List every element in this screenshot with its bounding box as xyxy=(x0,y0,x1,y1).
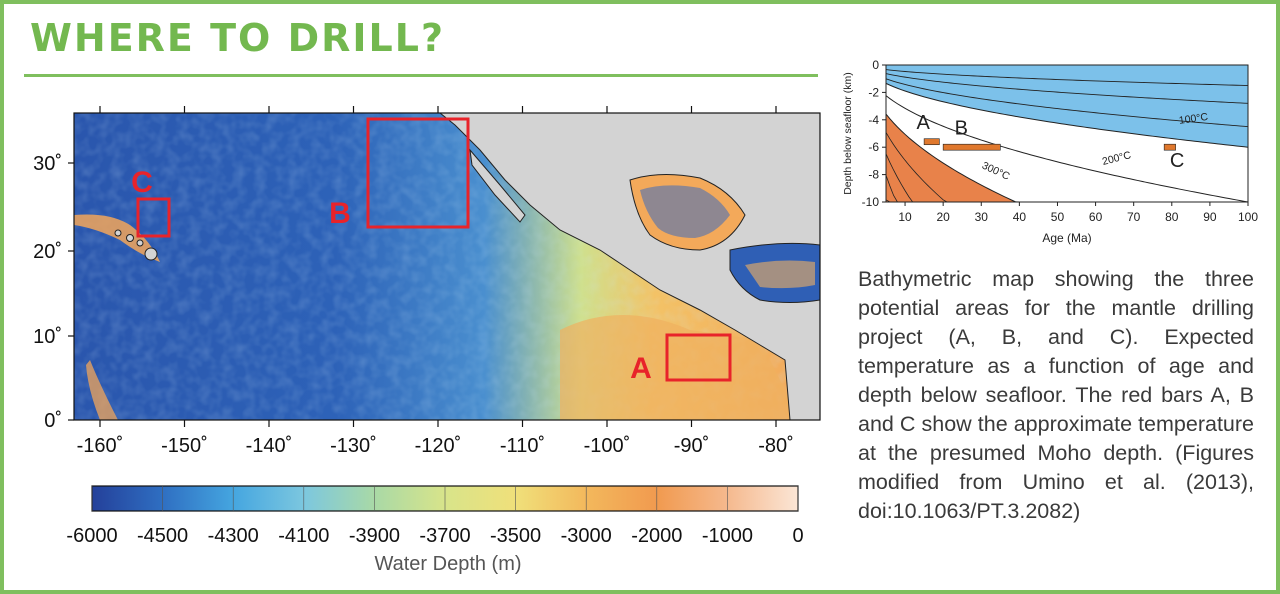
page-title: WHERE TO DRILL? xyxy=(30,16,445,60)
isotherm-label: 300°C xyxy=(980,160,1012,183)
colorbar-segment xyxy=(586,486,658,511)
hot-zone xyxy=(886,114,1020,202)
colorbar-label: Water Depth (m) xyxy=(374,553,521,575)
y-tick-label: -4 xyxy=(868,113,879,127)
colorbar-segment xyxy=(515,486,587,511)
colorbar-tick-label: -3900 xyxy=(349,525,400,547)
shallow-shelf xyxy=(560,315,800,420)
longitude-axis: -160˚ -150˚ -140˚ -130˚ -120˚ -110˚ -100˚ -90˚ -… xyxy=(77,106,794,457)
x-tick-label: 20 xyxy=(936,210,950,224)
baja-california xyxy=(469,148,526,223)
title-divider xyxy=(24,74,818,77)
lon-tick-label: -150˚ xyxy=(161,435,208,457)
gulf-deep-basin xyxy=(640,185,730,238)
site-bar-label: C xyxy=(1170,150,1184,172)
lon-tick-label: -120˚ xyxy=(415,435,462,457)
figure-caption: Bathymetric map showing the three potent… xyxy=(858,267,1254,523)
site-b-box xyxy=(366,117,470,229)
colorbar-tick-label: -2000 xyxy=(631,525,682,547)
hawaiian-islands xyxy=(74,214,160,262)
lon-tick-label: -80˚ xyxy=(758,435,794,457)
site-bar-c xyxy=(1163,143,1176,151)
colorbar-swatches xyxy=(92,486,799,511)
cool-zone xyxy=(886,65,1248,148)
site-bar-a xyxy=(923,138,940,146)
site-bar-label: A xyxy=(916,112,930,134)
lon-tick-label: -90˚ xyxy=(674,435,710,457)
colorbar-tick-label: 0 xyxy=(792,525,803,547)
colorbar-ticks: -6000 -4500 -4300 -4100 -3900 -3700 -3500 -3000… xyxy=(66,486,804,547)
y-tick-label: -8 xyxy=(868,168,879,182)
y-tick-label: -6 xyxy=(868,140,879,154)
lat-tick-label: 30˚ xyxy=(33,153,62,175)
drill-sites: A B C xyxy=(131,117,732,385)
site-bar-label: B xyxy=(955,117,968,139)
x-tick-label: 60 xyxy=(1089,210,1103,224)
y-axis-label: Depth below seafloor (km) xyxy=(842,72,854,195)
seamount-chain xyxy=(86,360,118,420)
colorbar-segment xyxy=(445,486,517,511)
x-axis-label: Age (Ma) xyxy=(1042,231,1091,245)
isotherm-line xyxy=(885,78,1249,128)
bathymetric-map: 0˚ 10˚ 20˚ 30˚ -160˚ -150˚ -140˚ -130˚ -120˚ -11… xyxy=(33,106,821,575)
y-tick-label: -2 xyxy=(868,85,879,99)
colorbar-tick-label: -3000 xyxy=(561,525,612,547)
isotherm-line xyxy=(885,82,1249,148)
chart-border xyxy=(885,64,1249,203)
latitude-axis: 0˚ 10˚ 20˚ 30˚ xyxy=(33,153,74,432)
x-tick-label: 50 xyxy=(1051,210,1065,224)
colorbar-segment xyxy=(162,486,234,511)
colorbar-tick-label: -4100 xyxy=(278,525,329,547)
temperature-depth-chart: 100°C 200°C 300°C A B C 10 20 30 40 50 60 70 80 90 100 0… xyxy=(842,58,1258,245)
lat-tick-label: 10˚ xyxy=(33,326,62,348)
lon-tick-label: -160˚ xyxy=(77,435,124,457)
colorbar-tick-label: -1000 xyxy=(702,525,753,547)
x-tick-label: 70 xyxy=(1127,210,1141,224)
caribbean-ridge xyxy=(745,260,815,289)
colorbar-segment xyxy=(92,486,164,511)
depth-colorbar: -6000 -4500 -4300 -4100 -3900 -3700 -3500 -3000… xyxy=(66,485,804,575)
colorbar-tick-label: -4500 xyxy=(137,525,188,547)
colorbar-tick-label: -6000 xyxy=(66,525,117,547)
colorbar-segment xyxy=(656,486,728,511)
x-tick-label: 100 xyxy=(1238,210,1258,224)
y-tick-label: -10 xyxy=(862,195,880,209)
colorbar-tick-label: -4300 xyxy=(208,525,259,547)
site-c-label: C xyxy=(131,166,153,199)
isotherm-line xyxy=(885,95,1249,203)
lon-tick-label: -110˚ xyxy=(500,435,545,457)
lon-tick-label: -130˚ xyxy=(330,435,377,457)
colorbar-tick-label: -3500 xyxy=(490,525,541,547)
lon-tick-label: -100˚ xyxy=(584,435,631,457)
colorbar-segment xyxy=(727,486,799,511)
lat-tick-label: 20˚ xyxy=(33,241,62,263)
lat-tick-label: 0˚ xyxy=(44,410,62,432)
site-c-box xyxy=(136,197,171,238)
x-tick-label: 30 xyxy=(975,210,989,224)
north-america-land xyxy=(439,113,820,420)
colorbar-segment xyxy=(233,486,305,511)
x-tick-label: 40 xyxy=(1013,210,1027,224)
map-area xyxy=(74,113,820,420)
isotherm-line xyxy=(885,69,1249,86)
x-tick-label: 90 xyxy=(1203,210,1217,224)
isotherm-line xyxy=(885,73,1249,104)
lon-tick-label: -140˚ xyxy=(246,435,293,457)
colorbar-segment xyxy=(374,486,446,511)
chart-plot: 100°C 200°C 300°C A B C 10 20 30 40 50 60 70 80 90 100 0… xyxy=(842,58,1258,245)
map-border xyxy=(73,112,821,421)
colorbar-segment xyxy=(303,486,375,511)
isotherm-label: 200°C xyxy=(1101,149,1133,168)
y-tick-label: 0 xyxy=(872,58,879,72)
colorbar-tick-label: -3700 xyxy=(419,525,470,547)
site-a-box xyxy=(665,333,732,382)
site-a-label: A xyxy=(630,352,652,385)
site-b-label: B xyxy=(329,197,351,230)
x-tick-label: 80 xyxy=(1165,210,1179,224)
isotherm-label: 100°C xyxy=(1178,111,1209,127)
x-tick-label: 10 xyxy=(898,210,912,224)
site-bar-b xyxy=(942,143,1001,151)
